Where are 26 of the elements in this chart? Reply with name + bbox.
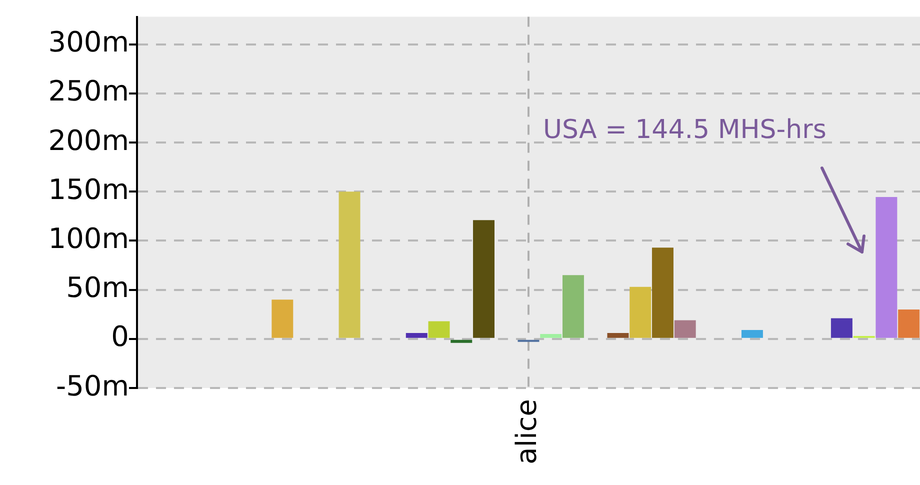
bar	[473, 220, 494, 338]
bar	[898, 309, 920, 338]
y-tick-label: 50m	[66, 271, 129, 304]
bar	[674, 320, 696, 338]
x-tick-label: alice	[510, 399, 543, 464]
bar	[406, 333, 428, 338]
y-tick-label: 250m	[48, 74, 129, 108]
bar	[652, 248, 674, 338]
y-tick-label: 100m	[48, 222, 129, 255]
bar	[830, 318, 852, 338]
bar	[562, 275, 584, 338]
y-tick-label: 0	[111, 320, 129, 354]
bar	[741, 330, 763, 338]
bar	[876, 197, 898, 338]
bar	[428, 321, 450, 338]
y-tick-label: 150m	[48, 172, 129, 206]
bar	[607, 333, 629, 338]
y-tick-label: 300m	[48, 26, 129, 59]
bar	[450, 340, 472, 343]
bar	[540, 334, 562, 338]
annotation: USA = 144.5 MHS-hrs	[543, 115, 826, 145]
bar	[272, 300, 294, 338]
y-tick-label: -50m	[56, 369, 129, 402]
y-tick-label: 200m	[48, 124, 129, 157]
bar	[630, 286, 652, 338]
bar	[338, 192, 360, 338]
